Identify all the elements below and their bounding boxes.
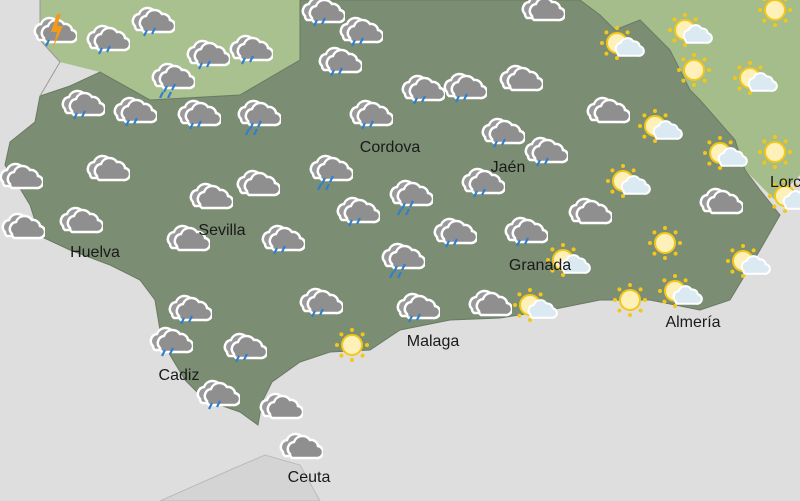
weather-cloudy-icon[interactable] [562,193,614,233]
weather-rain-icon[interactable] [330,192,382,232]
city-label-lorca: Lorca [769,174,800,191]
weather-partly-cloudy-icon[interactable] [665,12,715,52]
weather-heavy-rain-icon[interactable] [231,95,283,136]
weather-sunny-icon[interactable] [327,325,377,365]
weather-partly-cloudy-icon[interactable] [730,60,780,100]
weather-cloudy-icon[interactable] [160,220,212,260]
weather-rain-icon[interactable] [180,35,232,75]
weather-partly-cloudy-icon[interactable] [635,108,685,148]
weather-rain-icon[interactable] [171,95,223,135]
neighbour-region-north-west [40,0,310,100]
weather-cloudy-icon[interactable] [493,60,545,100]
weather-rain-icon[interactable] [455,163,507,203]
weather-cloudy-icon[interactable] [273,428,325,468]
weather-cloudy-icon[interactable] [580,92,632,132]
city-label-huelva: Huelva [70,244,120,261]
weather-rain-icon[interactable] [390,288,442,328]
weather-sunny-icon[interactable] [750,132,800,172]
weather-rain-icon[interactable] [498,212,550,252]
city-label-malaga: Malaga [406,333,460,350]
city-label-sevilla: Sevilla [198,222,246,239]
weather-partly-cloudy-icon[interactable] [543,242,593,282]
weather-rain-icon[interactable] [162,290,214,330]
weather-rain-icon[interactable] [333,12,385,52]
weather-rain-icon[interactable] [427,213,479,253]
weather-cloudy-icon[interactable] [80,150,132,190]
neighbour-region-north-east [520,0,800,200]
weather-cloudy-icon[interactable] [0,208,47,248]
weather-partly-cloudy-icon[interactable] [700,135,750,175]
weather-heavy-rain-icon[interactable] [303,150,355,191]
weather-rain-icon[interactable] [217,328,269,368]
city-label-granada: Granada [508,257,572,274]
city-label-ceuta: Ceuta [287,469,331,486]
morocco-land [159,454,321,501]
weather-sunny-icon[interactable] [605,280,655,320]
weather-storm-icon[interactable] [27,12,79,52]
weather-rain-icon[interactable] [107,92,159,132]
weather-partly-cloudy-icon[interactable] [603,163,653,203]
weather-sunny-icon[interactable] [669,50,719,90]
weather-cloudy-icon[interactable] [515,0,567,30]
weather-rain-icon[interactable] [293,283,345,323]
city-label-cordova: Cordova [359,139,421,156]
weather-rain-icon[interactable] [295,0,347,32]
weather-rain-icon[interactable] [518,132,570,172]
weather-rain-icon[interactable] [80,20,132,60]
weather-cloudy-icon[interactable] [693,183,745,223]
weather-partly-cloudy-icon[interactable] [655,273,705,313]
weather-rain-icon[interactable] [190,375,242,415]
weather-rain-icon[interactable] [437,68,489,108]
portugal-border [39,0,61,97]
weather-heavy-rain-icon[interactable] [383,175,435,216]
weather-rain-icon[interactable] [343,95,395,135]
weather-partly-cloudy-icon[interactable] [765,178,800,218]
weather-partly-cloudy-icon[interactable] [723,243,773,283]
weather-cloudy-icon[interactable] [253,388,305,428]
weather-cloudy-icon[interactable] [462,285,514,325]
weather-rain-icon[interactable] [255,220,307,260]
weather-heavy-rain-icon[interactable] [145,58,197,99]
weather-rain-icon[interactable] [55,85,107,125]
weather-rain-icon[interactable] [312,42,364,82]
weather-cloudy-icon[interactable] [230,165,282,205]
city-label-cadiz: Cadiz [158,367,200,384]
city-label-almeria: Almería [665,314,721,331]
weather-partly-cloudy-icon[interactable] [510,287,560,327]
weather-rain-icon[interactable] [475,113,527,153]
weather-cloudy-icon[interactable] [183,178,235,218]
city-label-jaen: Jaén [490,159,526,176]
weather-sunny-icon[interactable] [750,0,800,30]
weather-sunny-icon[interactable] [640,223,690,263]
weather-rain-icon[interactable] [223,30,275,70]
weather-cloudy-icon[interactable] [53,202,105,242]
weather-rain-icon[interactable] [395,70,447,110]
weather-rain-icon[interactable] [143,322,195,362]
weather-cloudy-icon[interactable] [0,158,45,198]
weather-rain-icon[interactable] [125,2,177,42]
weather-heavy-rain-icon[interactable] [375,238,427,279]
weather-partly-cloudy-icon[interactable] [597,25,647,65]
